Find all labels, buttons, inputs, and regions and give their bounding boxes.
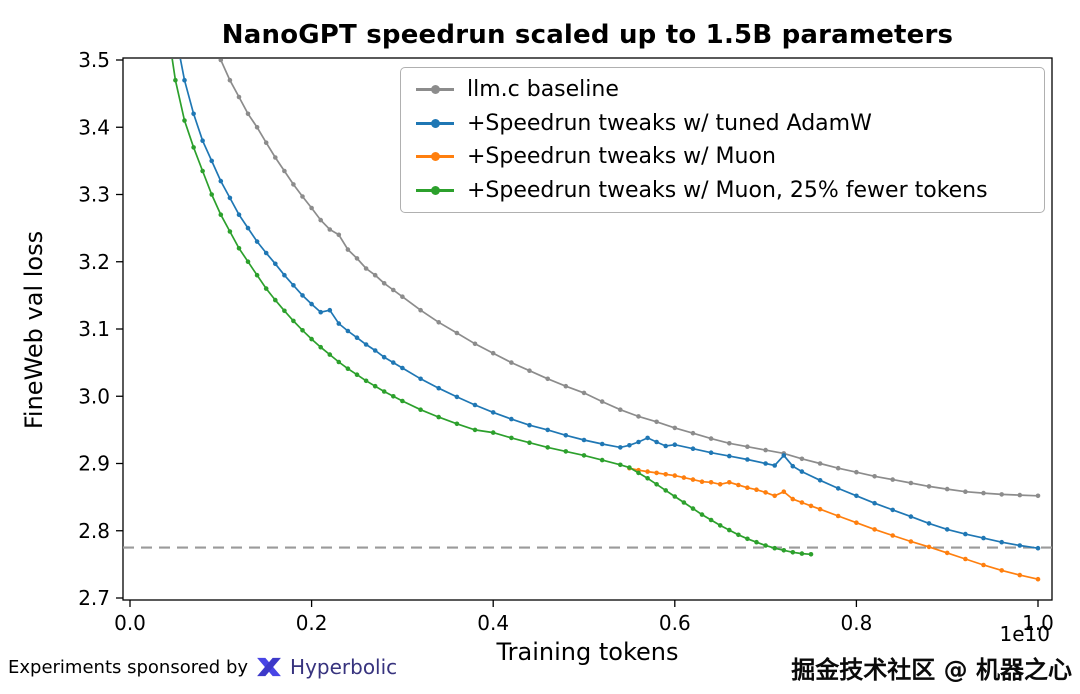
x-axis-label: Training tokens bbox=[496, 638, 679, 666]
x-tick-label: 0.0 bbox=[114, 611, 146, 635]
series-line-1 bbox=[179, 59, 1041, 551]
legend-entry: llm.c baseline bbox=[401, 77, 1044, 102]
y-tick-label: 3.5 bbox=[78, 48, 110, 72]
series-line-3 bbox=[171, 59, 814, 557]
legend-entry: +Speedrun tweaks w/ Muon, 25% fewer toke… bbox=[401, 178, 1044, 203]
y-tick-label: 3.2 bbox=[78, 250, 110, 274]
y-tick-label: 2.8 bbox=[78, 519, 110, 543]
legend-entry: +Speedrun tweaks w/ Muon bbox=[401, 144, 1044, 169]
sponsor-prefix-text: Experiments sponsored by bbox=[8, 656, 249, 678]
y-axis-label: FineWeb val loss bbox=[20, 230, 48, 430]
y-tick-label: 2.9 bbox=[78, 452, 110, 476]
sponsor-row: Experiments sponsored by Hyperbolic bbox=[8, 655, 397, 679]
legend: llm.c baseline +Speedrun tweaks w/ tuned … bbox=[400, 67, 1045, 213]
legend-line-sample bbox=[416, 152, 454, 162]
x-tick-label: 0.2 bbox=[296, 611, 328, 635]
legend-entry: +Speedrun tweaks w/ tuned AdamW bbox=[401, 111, 1044, 136]
y-tick-label: 3.3 bbox=[78, 183, 110, 207]
legend-line-sample bbox=[416, 185, 454, 195]
y-tick-label: 2.7 bbox=[78, 586, 110, 610]
x-tick-label: 1.0 bbox=[1022, 611, 1054, 635]
legend-label: +Speedrun tweaks w/ Muon bbox=[467, 144, 776, 170]
x-tick-label: 0.8 bbox=[840, 611, 872, 635]
legend-line-sample bbox=[416, 85, 454, 95]
watermark-text: 掘金技术社区 @ 机器之心 bbox=[791, 656, 1072, 684]
legend-label: llm.c baseline bbox=[467, 77, 619, 103]
legend-label: +Speedrun tweaks w/ Muon, 25% fewer toke… bbox=[467, 177, 988, 203]
chart-title: NanoGPT speedrun scaled up to 1.5B param… bbox=[221, 20, 954, 50]
series-line-2 bbox=[627, 465, 1041, 582]
legend-line-sample bbox=[416, 118, 454, 128]
y-tick-label: 3.0 bbox=[78, 384, 110, 408]
x-axis-offset-label: 1e10 bbox=[999, 622, 1050, 646]
hyperbolic-logo-icon bbox=[255, 656, 283, 678]
y-tick-label: 3.1 bbox=[78, 317, 110, 341]
sponsor-name-text: Hyperbolic bbox=[290, 655, 398, 679]
y-tick-label: 3.4 bbox=[78, 115, 110, 139]
legend-label: +Speedrun tweaks w/ tuned AdamW bbox=[467, 110, 872, 136]
x-tick-label: 0.4 bbox=[477, 611, 509, 635]
x-tick-label: 0.6 bbox=[659, 611, 691, 635]
